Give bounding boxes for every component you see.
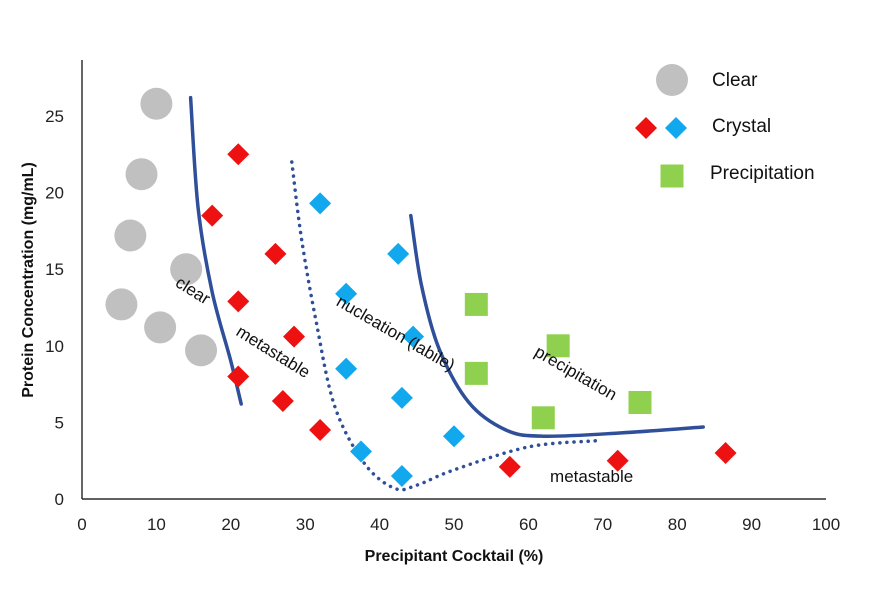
x-tick-label: 0 (77, 515, 86, 534)
crystal-diamond-point (390, 465, 413, 488)
precipitation-square-point (546, 334, 570, 358)
crystal-diamond-point (227, 143, 250, 166)
legend-label-precipitation: Precipitation (710, 163, 815, 184)
legend-label-crystal: Crystal (712, 116, 771, 137)
x-tick-label: 50 (445, 515, 464, 534)
axes (81, 60, 826, 500)
region-label: metastable (550, 467, 633, 486)
crystal-diamond-point (606, 449, 629, 472)
boundary-curve-3 (409, 213, 705, 439)
legend: Clear Crystal Precipitation (635, 64, 815, 188)
x-tick-label: 90 (742, 515, 761, 534)
legend-label-clear: Clear (712, 70, 758, 91)
crystal-diamond-point (309, 192, 332, 215)
crystal-diamond-point (402, 325, 425, 348)
clear-circle-point (105, 288, 138, 321)
crystal-diamond-point (201, 204, 224, 227)
x-tick-label: 30 (296, 515, 315, 534)
crystal-diamond-point (335, 357, 358, 380)
precipitation-square-point (464, 361, 488, 385)
x-tick-label: 70 (593, 515, 612, 534)
clear-circle-point (144, 311, 177, 344)
y-tick-label: 5 (55, 413, 64, 432)
crystal-diamond-point (350, 440, 372, 463)
x-tick-label: 60 (519, 515, 538, 534)
region-label: nucleation (labile) (333, 292, 458, 375)
data-points (105, 87, 737, 488)
legend-precipitation-marker (660, 164, 684, 188)
x-tick-label: 20 (221, 515, 240, 534)
crystal-diamond-point (264, 242, 287, 265)
crystal-diamond-point (227, 290, 250, 313)
clear-circle-point (170, 253, 203, 286)
y-tick-labels: 0 5 10 15 20 25 (45, 107, 64, 509)
crystal-diamond-point (227, 365, 250, 388)
y-tick-label: 15 (45, 260, 64, 279)
x-tick-labels: 0 10 20 30 40 50 60 70 80 90 100 (77, 515, 840, 534)
region-label: precipitation (531, 342, 620, 404)
crystal-diamond-point (387, 242, 410, 265)
x-tick-label: 80 (668, 515, 687, 534)
precipitation-square-point (531, 406, 555, 430)
crystal-diamond-point (335, 282, 358, 305)
crystal-diamond-point (271, 389, 294, 412)
y-axis-title: Protein Concentration (mg/mL) (20, 162, 37, 398)
phase-boundaries (188, 95, 705, 492)
x-tick-label: 100 (812, 515, 840, 534)
y-tick-label: 25 (45, 107, 64, 126)
crystal-diamond-point (498, 455, 521, 478)
boundary-curve-2 (290, 160, 598, 492)
x-axis-title: Precipitant Cocktail (%) (365, 548, 544, 565)
clear-circle-point (114, 219, 147, 252)
clear-circle-point (140, 87, 173, 120)
crystal-diamond-point (714, 442, 737, 465)
crystal-diamond-point (283, 325, 306, 348)
clear-circle-point (185, 334, 218, 367)
legend-crystal-marker (635, 117, 657, 139)
y-tick-label: 10 (45, 337, 64, 356)
y-tick-label: 0 (55, 490, 64, 509)
precipitation-square-point (628, 390, 652, 414)
precipitation-square-point (464, 292, 488, 316)
x-tick-label: 10 (147, 515, 166, 534)
crystal-diamond-point (443, 425, 465, 448)
x-tick-label: 40 (370, 515, 389, 534)
legend-clear-marker (656, 64, 688, 96)
clear-circle-point (125, 158, 158, 191)
y-tick-label: 20 (45, 184, 64, 203)
crystal-diamond-point (390, 386, 413, 409)
boundary-curve-1 (188, 95, 243, 406)
crystal-diamond-point (309, 419, 332, 442)
legend-crystal-marker (665, 117, 687, 139)
